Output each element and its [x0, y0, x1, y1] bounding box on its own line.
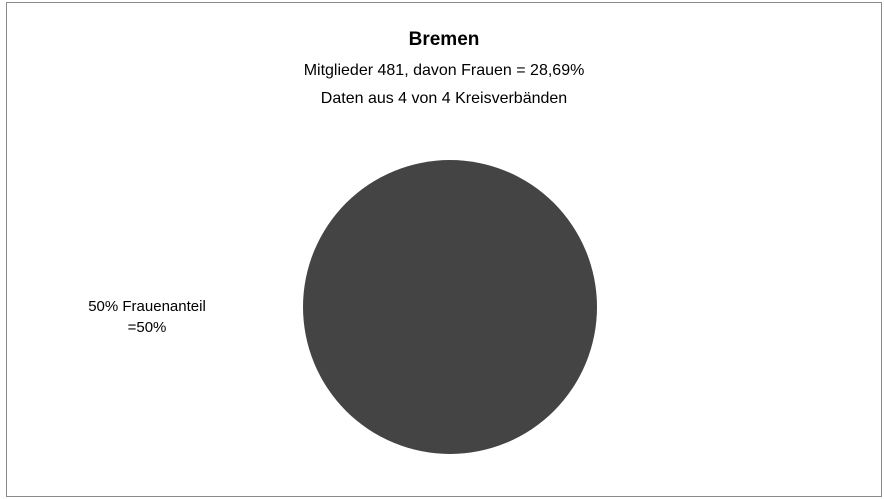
data-label: 50% Frauenanteil =50% — [57, 296, 237, 338]
pie-chart — [303, 160, 597, 454]
chart-title: Bremen — [408, 29, 480, 50]
chart-area: Bremen Mitglieder 481, davon Frauen = 28… — [6, 2, 882, 497]
pie-slice-0 — [303, 160, 597, 454]
data-label-line2: =50% — [127, 319, 167, 336]
chart-subtitle-members: Mitglieder 481, davon Frauen = 28,69% — [303, 62, 585, 79]
data-label-line1: 50% Frauenanteil — [88, 298, 206, 315]
chart-subtitle-source: Daten aus 4 von 4 Kreisverbänden — [320, 90, 568, 107]
